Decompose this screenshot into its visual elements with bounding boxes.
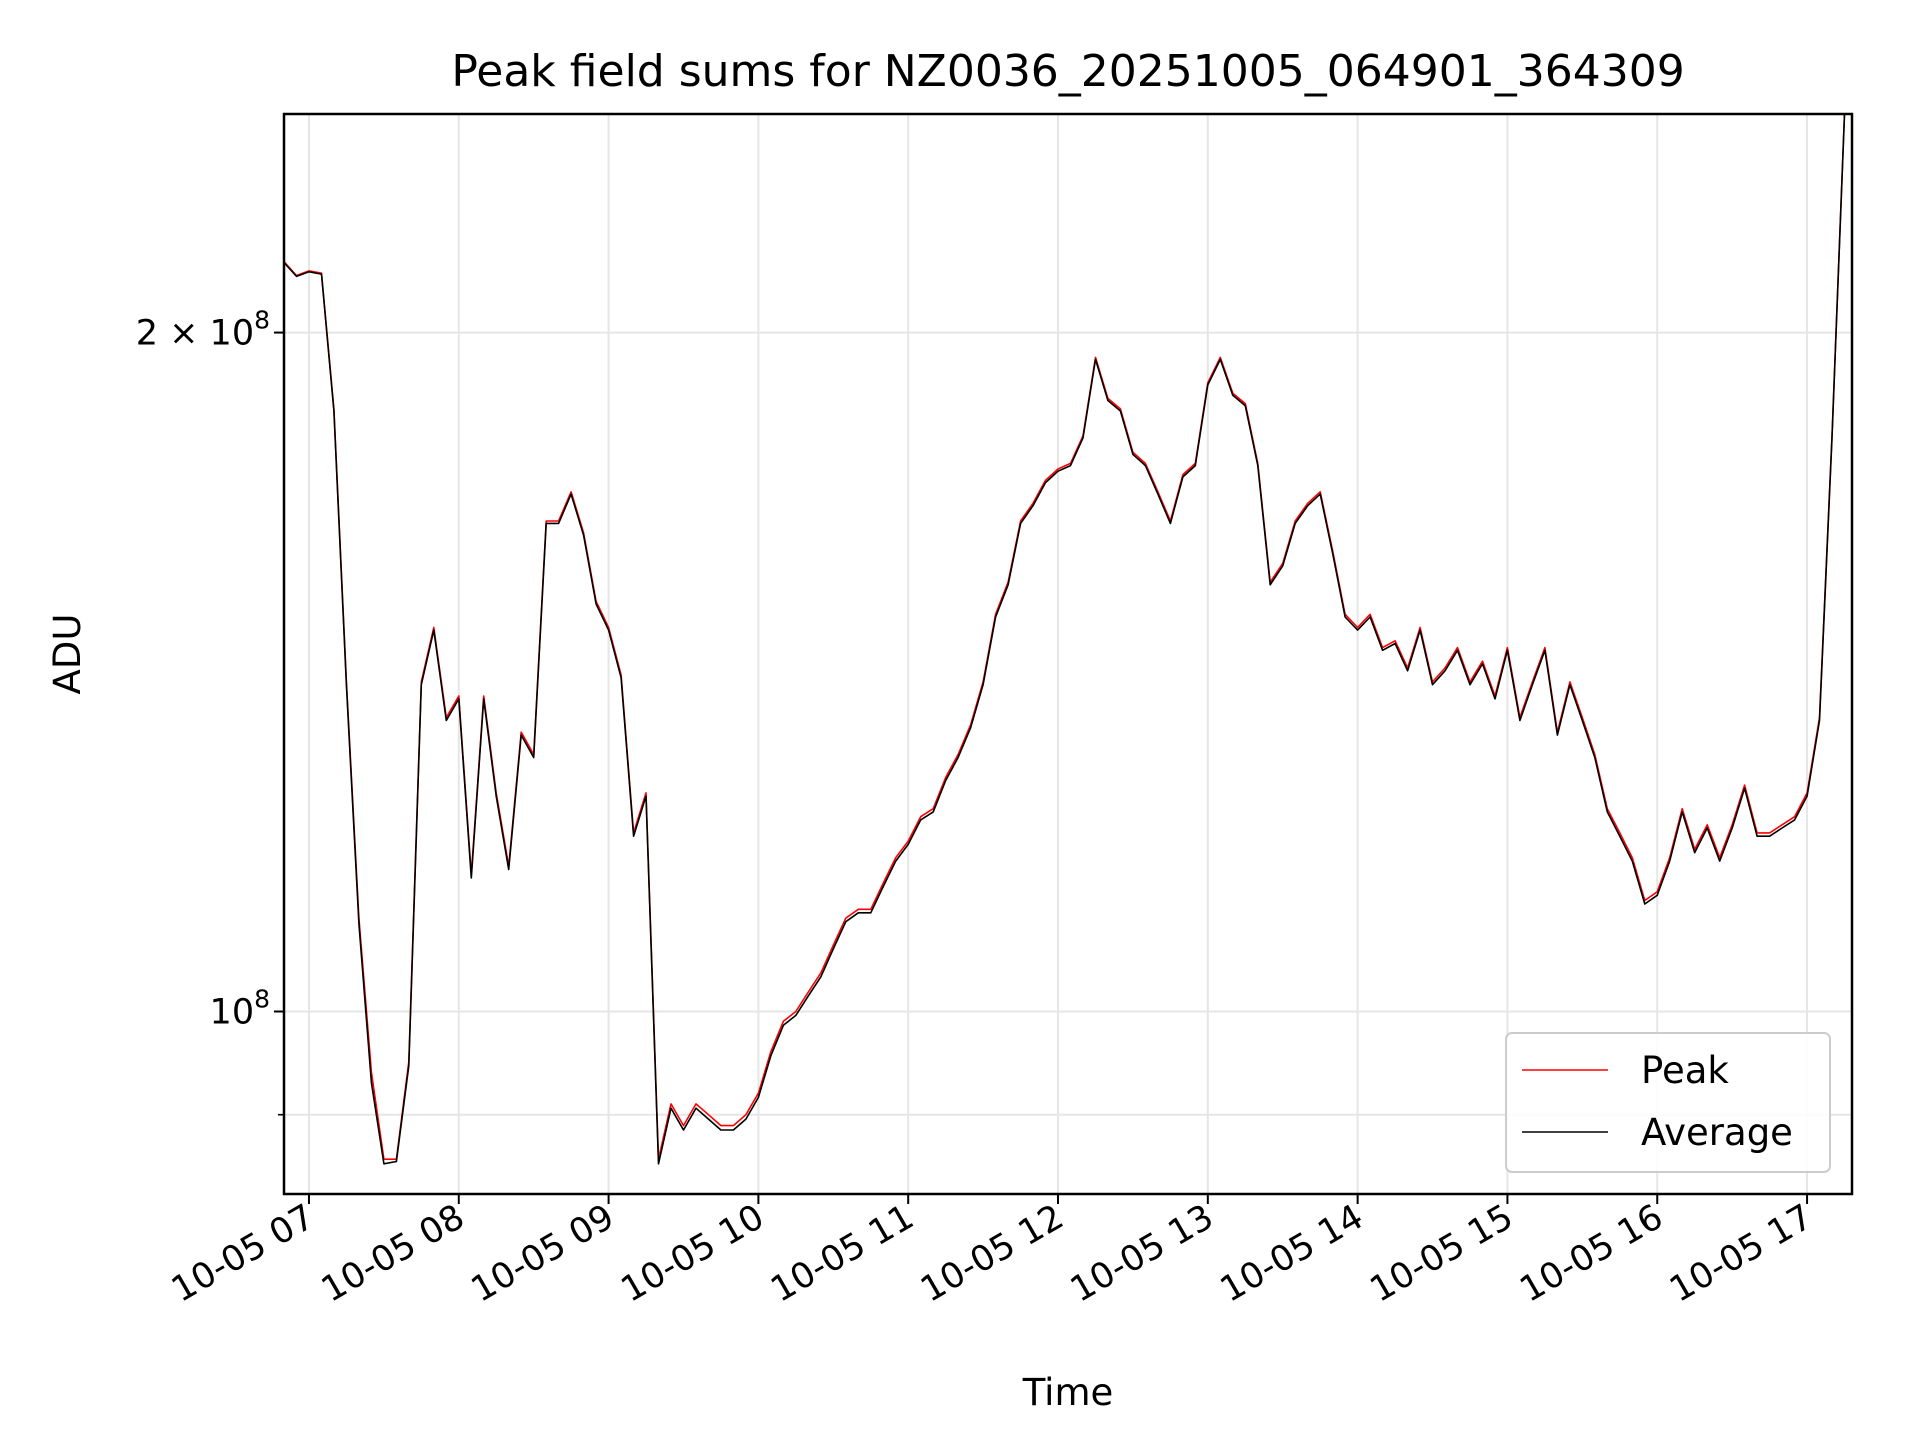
legend: Peak Average [1505, 1032, 1831, 1173]
y-tick-base: 10 [210, 992, 255, 1032]
series-line-average [283, 113, 1846, 1165]
y-tick-base: 2 × 10 [136, 314, 254, 354]
x-axis-label: Time [1022, 1371, 1114, 1414]
plot-frame [282, 112, 1854, 1196]
plot-lines [283, 113, 1846, 1165]
chart-title: Peak field sums for NZ0036_20251005_0649… [451, 46, 1684, 97]
y-axis-label: ADU [46, 614, 89, 695]
legend-label-peak: Peak [1641, 1049, 1729, 1092]
grid [284, 114, 1852, 1194]
y-tick-label: 108 [210, 984, 270, 1032]
legend-box [1505, 1032, 1831, 1173]
legend-label-average: Average [1641, 1111, 1793, 1154]
y-tick-label: 2 × 108 [136, 306, 270, 354]
y-tick-exponent: 8 [254, 984, 270, 1013]
y-tick-exponent: 8 [254, 306, 270, 335]
